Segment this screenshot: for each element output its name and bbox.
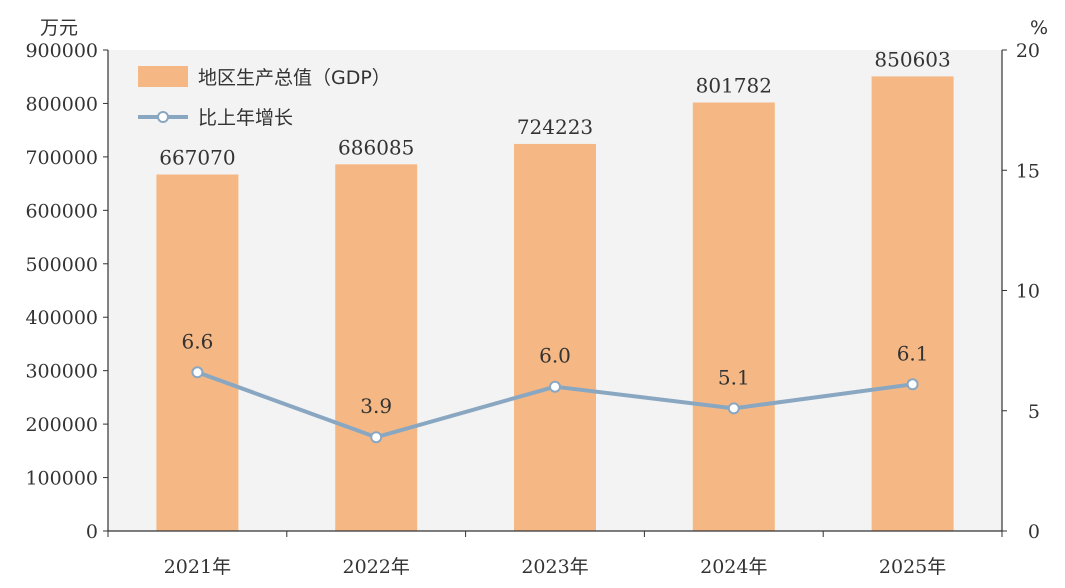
left-tick-label-5: 500000 bbox=[25, 254, 98, 276]
growth-point-2 bbox=[549, 380, 561, 393]
growth-label-0: 6.6 bbox=[181, 329, 213, 353]
legend-bar-label: 地区生产总值（GDP） bbox=[198, 67, 391, 89]
x-tick-label-3: 2024年 bbox=[700, 556, 767, 578]
growth-point-1 bbox=[370, 431, 383, 444]
growth-label-4: 6.1 bbox=[897, 341, 929, 365]
right-axis-ticks: 0 5 10 15 20 bbox=[1002, 40, 1040, 543]
bar-1 bbox=[335, 164, 418, 531]
right-tick-label-1: 5 bbox=[1028, 401, 1040, 423]
bar-0 bbox=[156, 174, 239, 531]
left-tick-label-6: 600000 bbox=[25, 200, 98, 222]
growth-point-0 bbox=[191, 366, 204, 379]
growth-point-3 bbox=[727, 402, 740, 415]
left-axis-unit: 万元 bbox=[40, 17, 78, 39]
line-data-labels: 6.6 3.9 6.0 5.1 6.1 bbox=[181, 329, 928, 418]
x-tick-label-0: 2021年 bbox=[164, 556, 231, 578]
left-tick-label-1: 100000 bbox=[25, 468, 98, 490]
growth-label-3: 5.1 bbox=[718, 365, 750, 389]
bar-4 bbox=[871, 76, 954, 531]
left-tick-label-7: 700000 bbox=[25, 147, 98, 169]
bar-label-1: 686085 bbox=[338, 135, 414, 159]
legend: 地区生产总值（GDP） 比上年增长 bbox=[138, 66, 391, 129]
legend-bar-swatch bbox=[138, 66, 188, 87]
growth-label-1: 3.9 bbox=[360, 394, 392, 418]
left-tick-label-8: 800000 bbox=[25, 93, 98, 115]
left-tick-label-3: 300000 bbox=[25, 361, 98, 383]
bar-series bbox=[156, 76, 954, 531]
bar-2 bbox=[514, 143, 596, 531]
bar-data-labels: 667070 686085 724223 801782 850603 bbox=[159, 47, 951, 169]
bar-3 bbox=[692, 102, 775, 531]
left-tick-label-2: 200000 bbox=[25, 414, 98, 436]
left-axis-ticks: 0 100000 200000 300000 400000 500000 600000 700… bbox=[25, 40, 108, 543]
right-tick-label-4: 20 bbox=[1016, 40, 1040, 62]
left-tick-label-0: 0 bbox=[86, 521, 98, 543]
x-axis-ticks: 2021年 2022年 2023年 2024年 2025年 bbox=[107, 531, 1003, 578]
right-tick-label-2: 10 bbox=[1016, 281, 1040, 303]
line-series bbox=[191, 366, 919, 444]
right-tick-label-3: 15 bbox=[1016, 160, 1040, 182]
bar-label-3: 801782 bbox=[696, 73, 772, 97]
growth-label-2: 6.0 bbox=[539, 344, 571, 368]
right-tick-label-0: 0 bbox=[1028, 521, 1040, 543]
legend-line-label: 比上年增长 bbox=[198, 107, 293, 129]
right-axis-unit: % bbox=[1030, 17, 1048, 39]
left-tick-label-9: 900000 bbox=[25, 40, 98, 62]
x-tick-label-2: 2023年 bbox=[521, 556, 588, 578]
growth-point-4 bbox=[906, 378, 919, 391]
x-tick-label-1: 2022年 bbox=[343, 556, 410, 578]
legend-line-marker bbox=[157, 111, 169, 123]
bar-label-2: 724223 bbox=[517, 115, 593, 139]
left-tick-label-4: 400000 bbox=[25, 307, 98, 329]
x-tick-label-4: 2025年 bbox=[879, 556, 946, 578]
bar-label-0: 667070 bbox=[159, 145, 235, 169]
bar-label-4: 850603 bbox=[874, 47, 950, 71]
